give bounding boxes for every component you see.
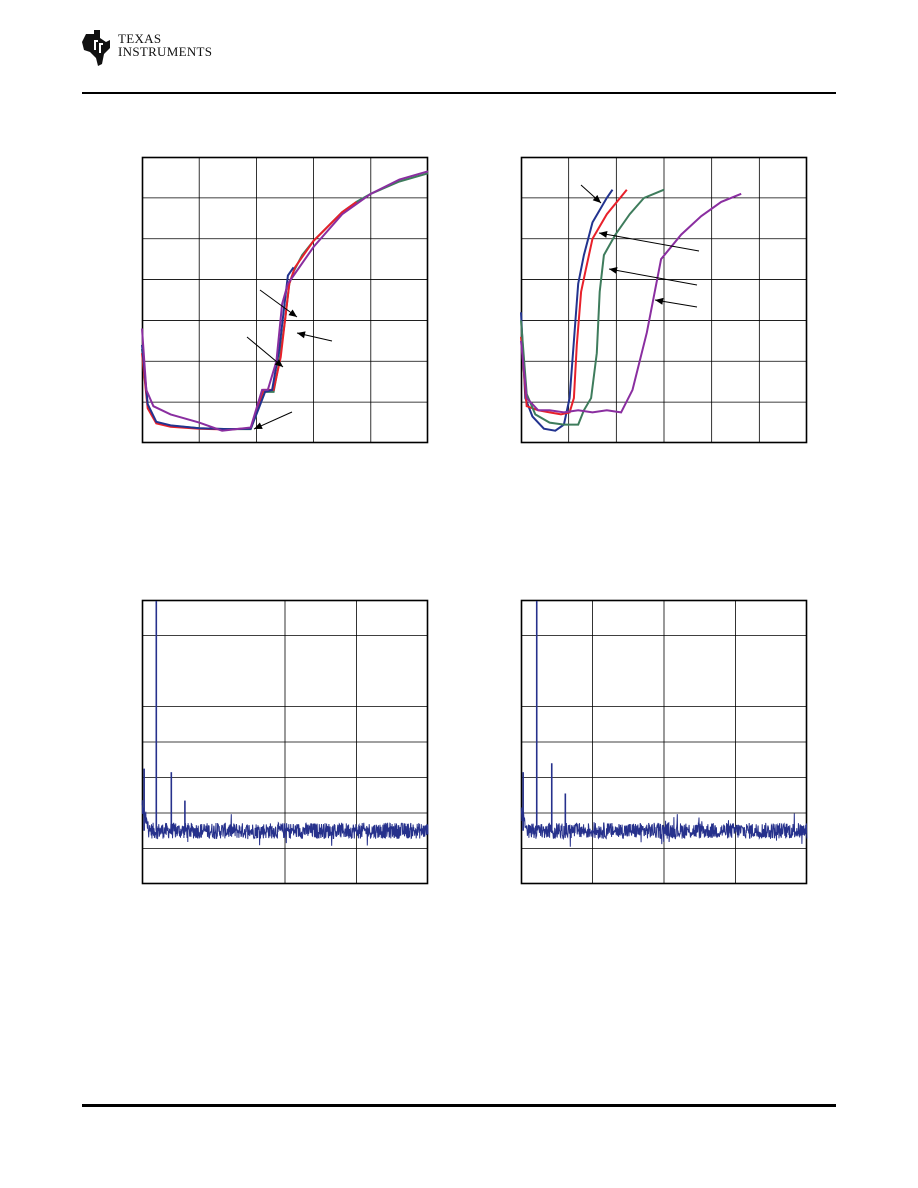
series-line-0 — [520, 189, 614, 432]
arrow-1-shaft — [598, 232, 700, 252]
chart-bottom-right-svg — [520, 599, 808, 885]
header-rule — [82, 92, 836, 94]
spectrum-noise — [520, 806, 808, 847]
arrow-2-shaft — [608, 268, 698, 286]
plot-frame — [141, 599, 429, 885]
chart-top-left-svg — [141, 156, 429, 444]
series-line-2 — [520, 188, 665, 426]
series-line-1 — [141, 201, 358, 431]
chart-top-right — [520, 156, 808, 444]
chart-bottom-left-svg — [141, 599, 429, 885]
series-line-3 — [520, 192, 742, 414]
grid — [521, 157, 807, 443]
grid — [142, 600, 428, 884]
plot-frame — [520, 599, 808, 885]
arrow-3-head — [655, 297, 664, 305]
footer-rule — [82, 1104, 836, 1107]
ti-state-logo-icon — [82, 30, 110, 66]
arrow-2-head — [274, 359, 283, 367]
brand-line-2: INSTRUMENTS — [118, 44, 213, 59]
arrow-3-head — [254, 422, 263, 429]
arrow-0-head — [288, 309, 297, 317]
chart-bottom-left — [141, 599, 429, 885]
series-line-3 — [141, 170, 429, 432]
brand-wordmark: TEXAS INSTRUMENTS — [118, 32, 212, 58]
chart-top-left — [141, 156, 429, 444]
plot-frame — [520, 156, 808, 444]
chart-top-right-svg — [520, 156, 808, 444]
brand-line-1: TEXAS — [118, 31, 162, 46]
chart-bottom-right — [520, 599, 808, 885]
plot-frame — [141, 156, 429, 444]
arrow-2-head — [609, 266, 618, 274]
arrow-1-head — [599, 230, 608, 238]
arrow-0-head — [592, 195, 601, 203]
series-line-1 — [520, 189, 628, 416]
series-line-2 — [141, 266, 295, 431]
arrow-1-head — [297, 331, 306, 339]
spectrum-noise — [141, 800, 429, 846]
